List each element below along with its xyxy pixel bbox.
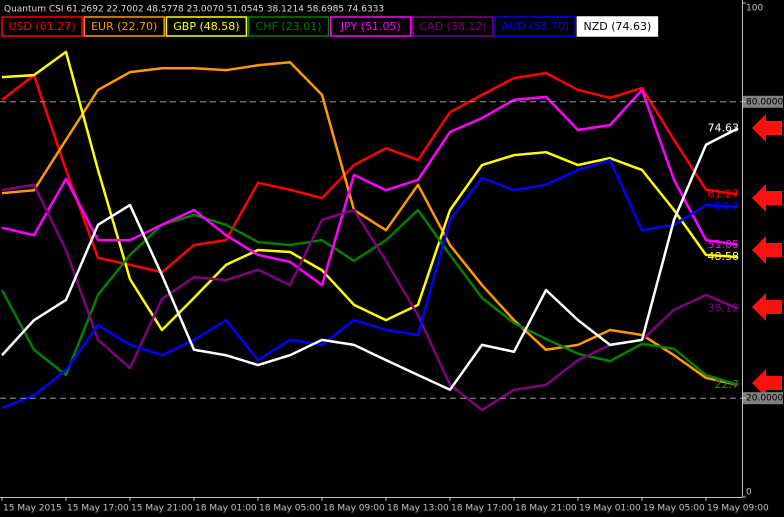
arrow	[752, 114, 782, 142]
legend-box	[412, 16, 494, 37]
series-line	[1, 88, 739, 287]
legend-box	[330, 16, 412, 37]
legend-box	[576, 16, 659, 37]
arrows	[752, 114, 782, 397]
y-tick-label: 80.0000	[746, 97, 783, 107]
legend-box	[1, 16, 83, 37]
series-line	[0, 208, 739, 387]
x-tick-label: 18 May 05:00	[259, 504, 321, 514]
end-value-label: 61.27	[708, 187, 740, 200]
y-tick-box	[743, 95, 783, 108]
legend-box	[247, 16, 330, 37]
x-tick-label: 19 May 09:00	[707, 504, 769, 514]
x-tick-label: 15 May 17:00	[67, 504, 129, 514]
arrow	[752, 184, 782, 212]
end-value-label: 51.05	[708, 238, 740, 251]
x-tick-label: 18 May 09:00	[323, 504, 385, 514]
y-tick-label: 0	[746, 488, 752, 498]
x-tick-label: 18 May 13:00	[387, 504, 449, 514]
end-value-label: 74.63	[708, 121, 740, 134]
y-tick-label: 100	[746, 4, 763, 14]
x-tick-label: 18 May 01:00	[195, 504, 257, 514]
legend-box	[494, 16, 576, 37]
legend-label: GBP (48.58)	[173, 20, 239, 33]
arrow	[752, 236, 782, 264]
x-tick-label: 19 May 05:00	[643, 504, 705, 514]
x-tick-label: 18 May 17:00	[451, 504, 513, 514]
end-value-label: 38.12	[708, 302, 740, 315]
legend-label: CHF (23.01)	[256, 20, 322, 33]
x-tick-label: 15 May 2015	[3, 504, 62, 514]
legend: USD (61.27) EUR (22.70) GBP (48.58) CHF (23…	[1, 16, 659, 37]
x-tick-label: 18 May 21:00	[515, 504, 577, 514]
legend-box	[165, 16, 248, 37]
arrow	[752, 369, 782, 397]
series-line	[1, 127, 739, 392]
end-value-label: 22.7	[715, 378, 740, 391]
legend-label: USD (61.27)	[8, 20, 75, 33]
chart-title: Quantum CSI 61.2692 22.7002 48.5778 23.0…	[4, 5, 384, 15]
legend-label: EUR (22.70)	[91, 20, 157, 33]
legend-label: JPY (51.05)	[340, 20, 401, 33]
x-tick-label: 19 May 01:00	[579, 504, 641, 514]
arrow	[752, 293, 782, 321]
legend-label: NZD (74.63)	[583, 20, 651, 33]
legend-label: CAD (38.12)	[419, 20, 486, 33]
y-tick-label: 20.0000	[746, 394, 783, 404]
legend-box	[83, 16, 165, 37]
x-tick-label: 15 May 21:00	[131, 504, 193, 514]
end-value-label: 48.58	[708, 250, 740, 263]
end-value-label: 22.7	[715, 378, 740, 391]
series-line	[1, 158, 739, 410]
legend-label: AUD (58.70)	[501, 20, 569, 33]
end-value-label: 58.7	[715, 200, 740, 213]
series-line	[1, 61, 739, 387]
y-tick-box	[743, 392, 783, 405]
